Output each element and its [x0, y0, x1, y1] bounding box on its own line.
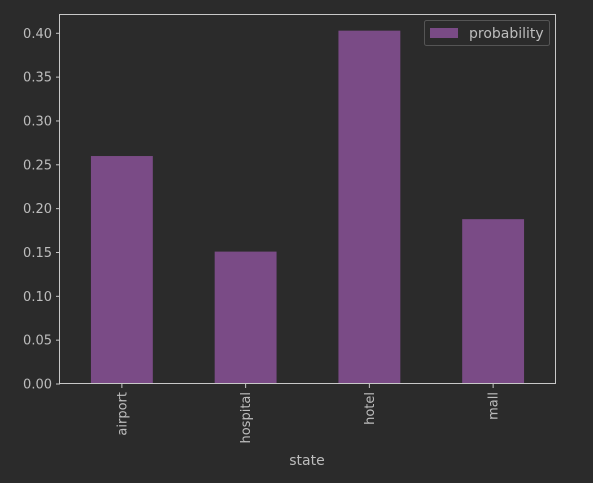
legend-label: probability — [469, 26, 544, 42]
bar-mall — [462, 219, 525, 384]
plot-frame — [59, 14, 556, 384]
x-axis: airport hospital hotel mall — [115, 384, 502, 444]
bar-airport — [90, 156, 153, 384]
bars-group — [90, 30, 525, 385]
legend-box — [424, 20, 550, 46]
y-tick-label: 0.15 — [23, 246, 52, 261]
x-tick-label-airport: airport — [115, 392, 130, 436]
y-tick-label: 0.25 — [23, 158, 52, 173]
x-tick-label-hospital: hospital — [239, 392, 254, 444]
y-tick-label: 0.10 — [23, 290, 52, 305]
x-axis-title: state — [289, 453, 324, 469]
x-tick-label-mall: mall — [487, 392, 502, 420]
y-tick-label: 0.05 — [23, 334, 52, 349]
y-axis: 0.00 0.05 0.10 0.15 0.20 0.25 0.30 0.35 0.40 — [23, 27, 60, 393]
bar-hospital — [214, 251, 277, 384]
bar-hotel — [338, 30, 401, 385]
x-tick-label-hotel: hotel — [363, 392, 378, 425]
y-tick-label: 0.30 — [23, 114, 52, 129]
legend: probability — [424, 20, 550, 46]
y-tick-label: 0.35 — [23, 71, 52, 86]
legend-swatch — [430, 28, 458, 38]
y-tick-label: 0.20 — [23, 202, 52, 217]
y-tick-label: 0.40 — [23, 27, 52, 42]
y-tick-label: 0.00 — [23, 378, 52, 393]
